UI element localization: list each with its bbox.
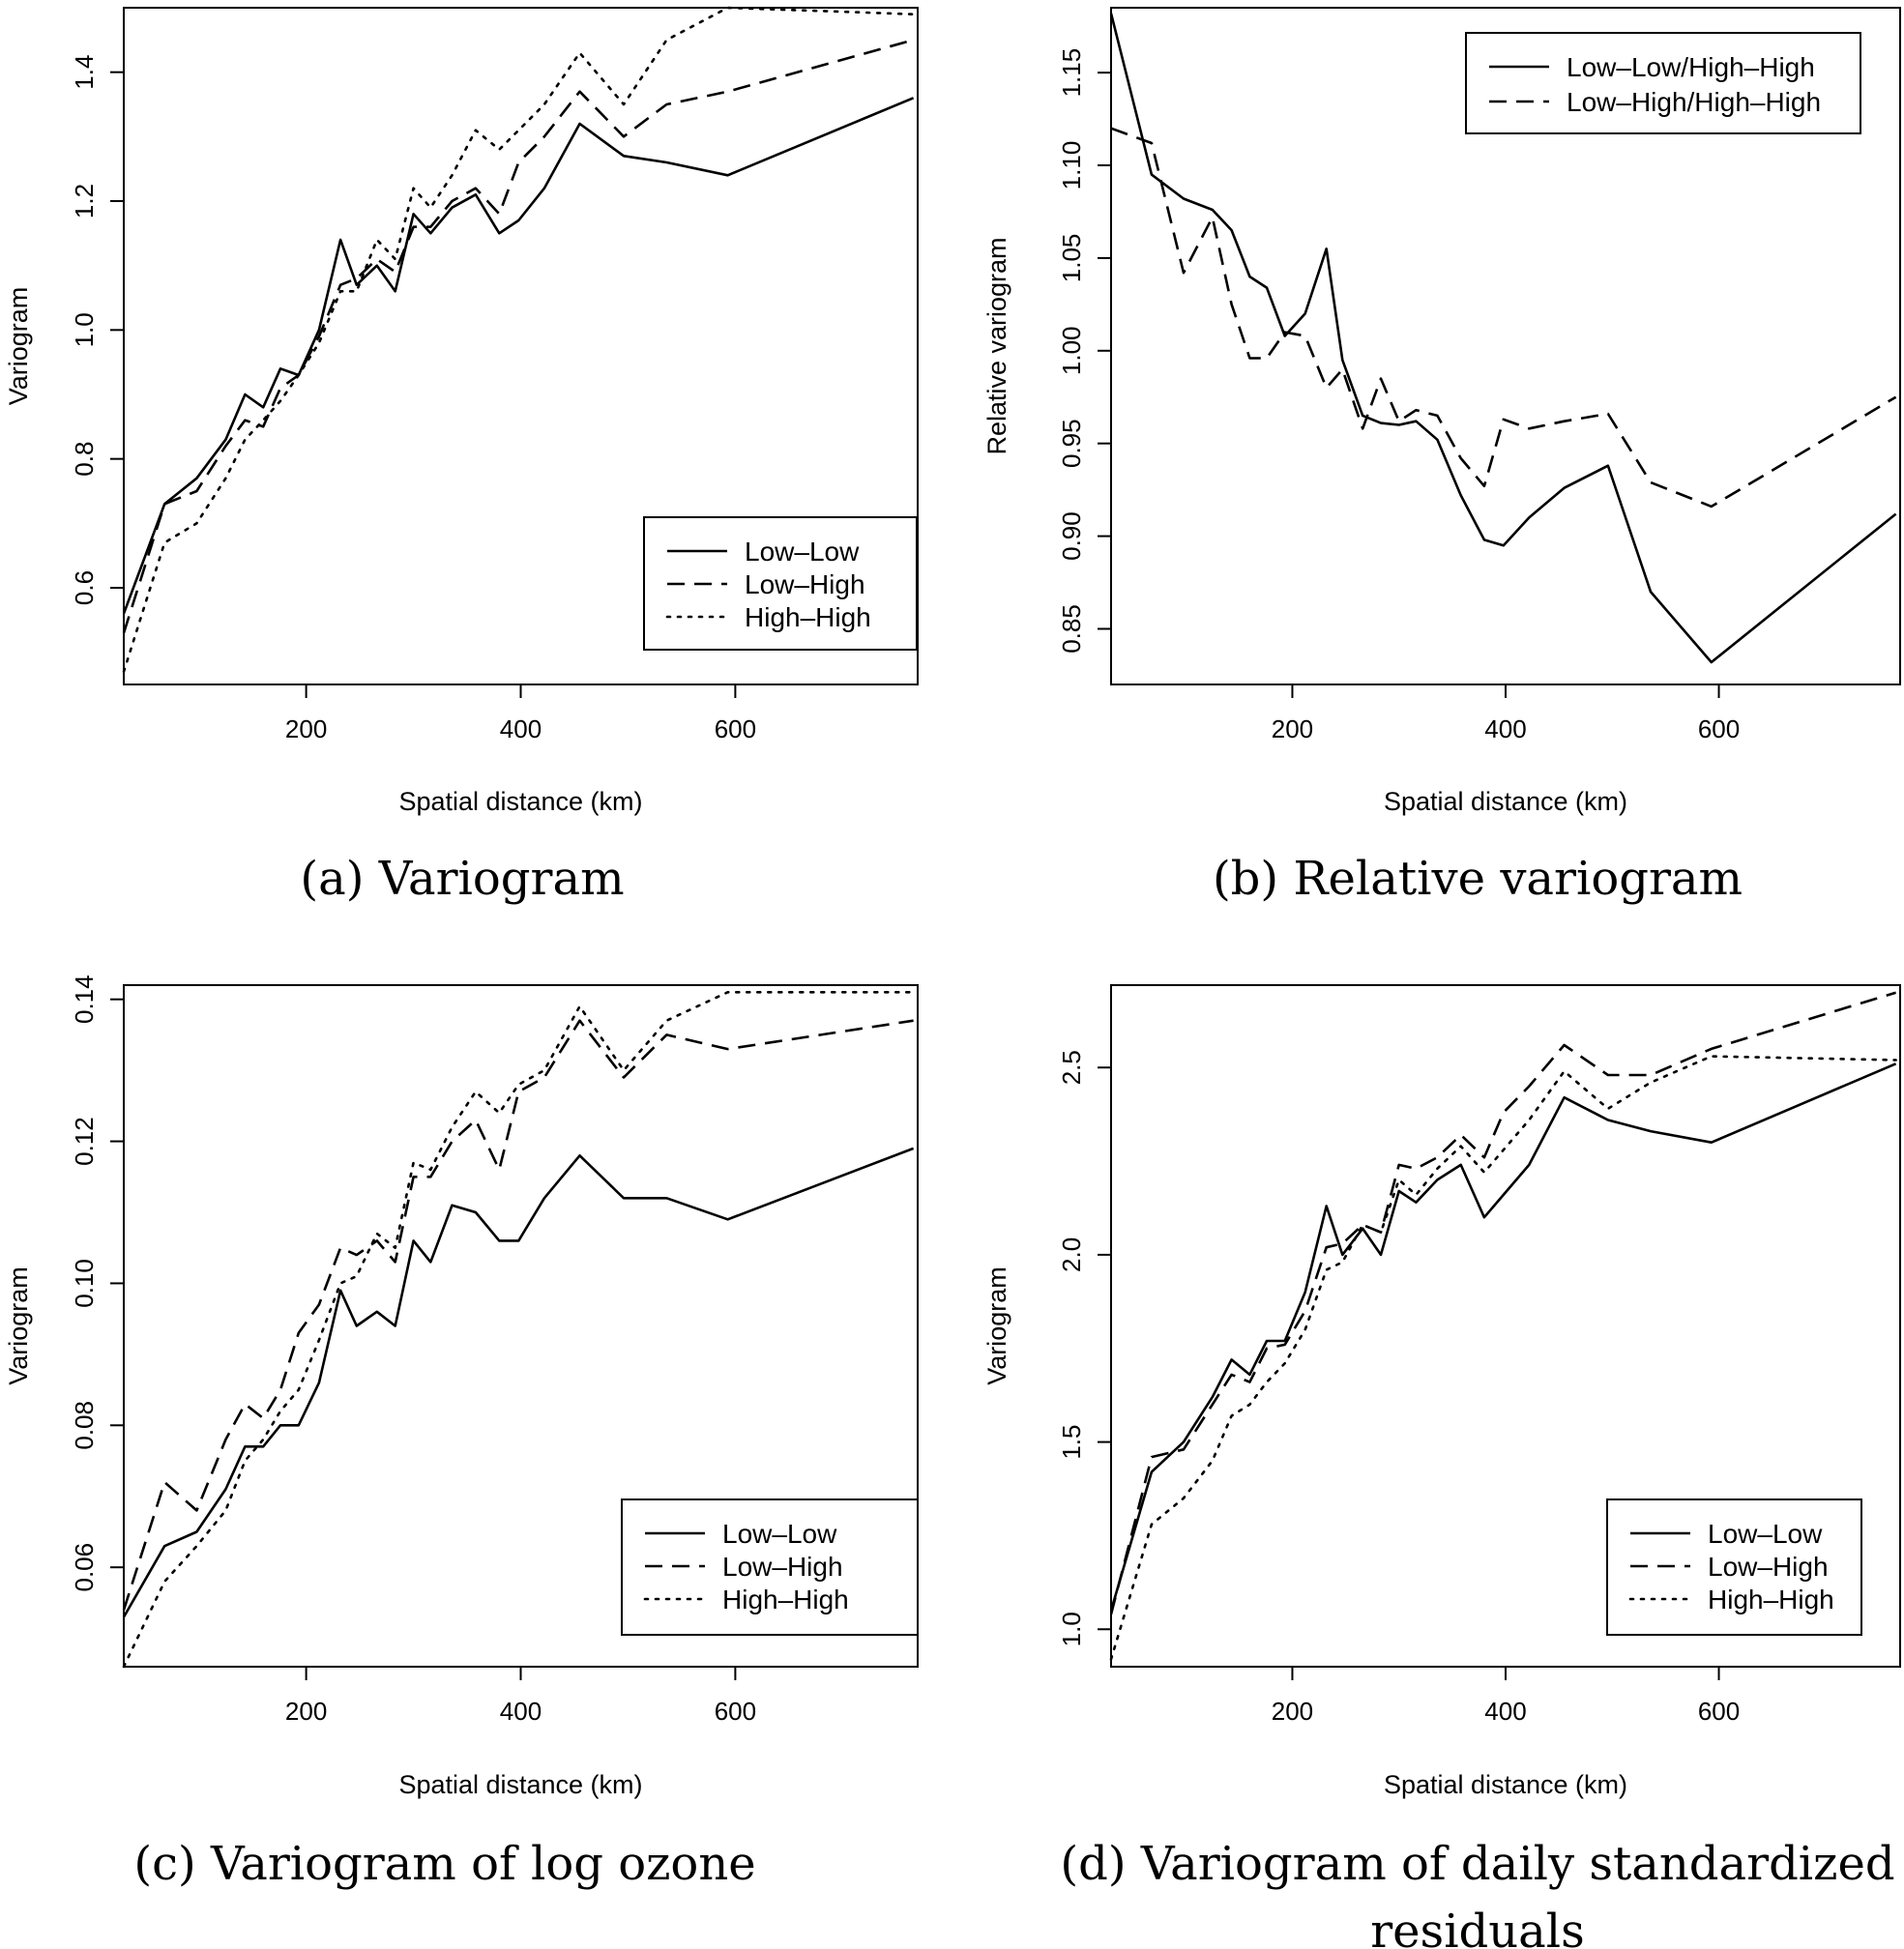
x-axis-label: Spatial distance (km) <box>398 787 642 816</box>
y-tick-label: 1.0 <box>1057 1612 1086 1646</box>
y-tick-label: 0.8 <box>70 442 99 477</box>
legend-entry: Low–High <box>1708 1552 1829 1582</box>
y-tick-label: 0.14 <box>70 974 99 1024</box>
series-line-2 <box>1110 127 1897 509</box>
x-tick-label: 200 <box>1272 714 1313 743</box>
panel-caption: (c) Variogram of log ozone <box>133 1837 755 1891</box>
y-tick-label: 1.2 <box>70 184 99 218</box>
x-tick-label: 600 <box>1698 714 1740 743</box>
x-axis-label: Spatial distance (km) <box>398 1770 642 1799</box>
x-tick-label: 200 <box>1272 1697 1313 1726</box>
y-tick-label: 0.90 <box>1057 511 1086 561</box>
series-line-1 <box>1109 1062 1897 1612</box>
series-line-1 <box>122 97 915 615</box>
y-tick-label: 2.0 <box>1057 1237 1086 1272</box>
legend-box <box>621 1498 919 1636</box>
series-line-1 <box>1109 13 1897 664</box>
legend-box <box>1606 1498 1862 1636</box>
legend-entry: High–High <box>1708 1585 1834 1614</box>
y-tick-label: 0.12 <box>70 1117 99 1166</box>
x-axis-label: Spatial distance (km) <box>1384 787 1627 816</box>
y-tick-label: 1.10 <box>1057 141 1086 190</box>
legend-entry: Low–High/High–High <box>1567 87 1821 117</box>
y-axis-label: Variogram <box>4 1266 33 1385</box>
y-axis-label: Variogram <box>4 287 33 406</box>
x-tick-label: 200 <box>285 1697 327 1726</box>
legend-entry: Low–Low <box>1708 1519 1823 1549</box>
series-line-3 <box>1109 1055 1897 1661</box>
legend-box <box>1465 32 1861 134</box>
y-tick-label: 1.5 <box>1057 1425 1086 1460</box>
series-line-2 <box>1109 991 1896 1615</box>
x-tick-label: 600 <box>1698 1697 1740 1726</box>
x-tick-label: 400 <box>500 714 542 743</box>
y-tick-label: 0.95 <box>1057 419 1086 468</box>
y-tick-label: 1.4 <box>70 55 99 90</box>
series-line-2 <box>122 39 914 634</box>
y-tick-label: 0.85 <box>1057 604 1086 654</box>
panel-a: 200 400 600 0.6 0.8 1.0 1.2 1.4 Spatial distance… <box>4 6 919 906</box>
legend: Low–Low/High–High Low–High/High–High <box>1465 32 1861 134</box>
x-tick-label: 400 <box>1484 1697 1526 1726</box>
x-tick-label: 600 <box>715 714 756 743</box>
legend-entry: Low–High <box>722 1552 843 1582</box>
y-tick-label: 1.15 <box>1057 48 1086 98</box>
x-tick-label: 400 <box>500 1697 542 1726</box>
panel-caption: residuals <box>1370 1905 1585 1949</box>
y-tick-label: 1.00 <box>1057 326 1086 375</box>
panel-caption: (a) Variogram <box>300 852 624 906</box>
y-axis-label: Relative variogram <box>982 237 1011 454</box>
y-tick-label: 0.08 <box>70 1401 99 1450</box>
x-axis-label: Spatial distance (km) <box>1384 1770 1627 1799</box>
panel-d: 200 400 600 1.0 1.5 2.0 2.5 Spatial distance (k… <box>982 984 1901 1949</box>
y-tick-label: 0.06 <box>70 1543 99 1592</box>
x-tick-label: 200 <box>285 714 327 743</box>
y-axis-label: Variogram <box>982 1266 1011 1385</box>
y-tick-label: 0.10 <box>70 1259 99 1308</box>
legend-box <box>643 516 918 651</box>
series-line-3 <box>122 991 915 1669</box>
panel-caption: (d) Variogram of daily standardized <box>1060 1837 1894 1891</box>
legend-entry: Low–High <box>745 569 865 599</box>
legend-entry: High–High <box>722 1585 849 1614</box>
y-tick-label: 2.5 <box>1057 1050 1086 1085</box>
legend-entry: High–High <box>745 602 871 632</box>
legend-entry: Low–Low <box>745 537 860 567</box>
y-tick-label: 1.05 <box>1057 234 1086 283</box>
x-tick-label: 400 <box>1484 714 1526 743</box>
series-line-3 <box>122 6 915 674</box>
series-line-1 <box>122 1147 915 1618</box>
panel-c: 200 400 600 0.06 0.08 0.10 0.12 0.14 Spatial dis… <box>4 974 919 1891</box>
panel-b: 200 400 600 0.85 0.90 0.95 1.00 1.05 1.10 1.15 Spa… <box>982 7 1901 906</box>
panel-caption: (b) Relative variogram <box>1213 852 1743 906</box>
series-line-2 <box>122 1019 914 1611</box>
x-tick-label: 600 <box>715 1697 756 1726</box>
legend-entry: Low–Low/High–High <box>1567 52 1815 82</box>
y-tick-label: 0.6 <box>70 570 99 605</box>
y-tick-label: 1.0 <box>70 312 99 347</box>
legend-entry: Low–Low <box>722 1519 837 1549</box>
